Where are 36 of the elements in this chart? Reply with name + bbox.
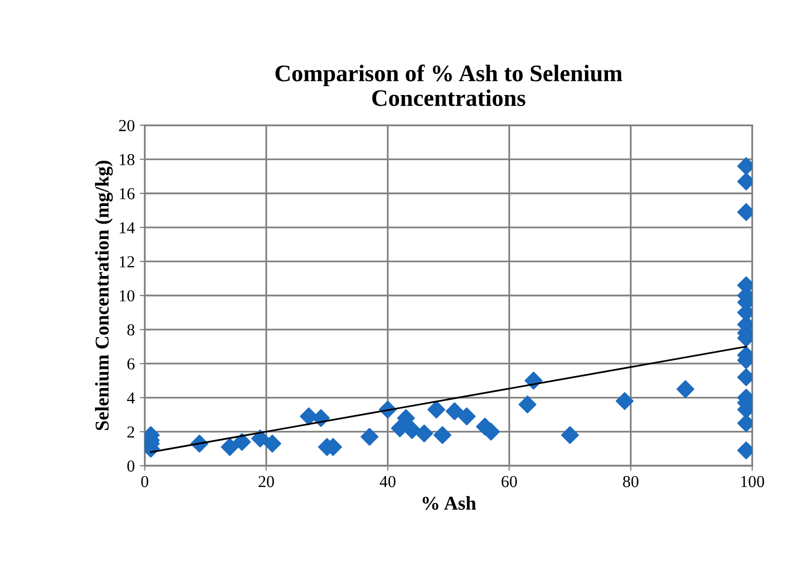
point [427, 400, 446, 418]
point [458, 407, 476, 426]
y-tick-label: 18 [120, 154, 134, 166]
point [263, 434, 282, 453]
y-tick-label: 6 [127, 358, 135, 370]
point [233, 432, 251, 451]
y-axis-title: Selenium Concentration (mg/kg) [95, 160, 113, 430]
point [403, 421, 421, 439]
x-tick-label: 60 [502, 476, 517, 488]
point [220, 438, 239, 456]
point [251, 430, 270, 448]
x-tick-label: 0 [141, 476, 148, 488]
point [434, 426, 452, 444]
y-tick-label: 4 [127, 392, 135, 404]
point [360, 428, 378, 446]
y-tick-label: 0 [127, 460, 134, 472]
point [415, 424, 434, 442]
y-tick-label: 8 [127, 324, 134, 336]
point [616, 392, 634, 410]
y-tick-label: 10 [120, 290, 134, 302]
x-axis-title: % Ash [422, 496, 476, 510]
y-tick-label: 2 [127, 426, 134, 438]
x-tick-label: 100 [741, 476, 764, 488]
chart-title: Comparison of % Ash to Selenium Concentrations [276, 64, 622, 106]
point [518, 396, 536, 414]
y-tick-label: 16 [120, 188, 135, 200]
y-tick-label: 20 [119, 120, 134, 132]
x-tick-label: 80 [623, 476, 638, 488]
point [446, 402, 464, 420]
point [561, 426, 579, 444]
x-tick-label: 40 [380, 476, 396, 488]
y-tick-label: 12 [120, 256, 134, 268]
x-tick-label: 20 [258, 476, 274, 488]
y-tick-label: 14 [120, 222, 135, 234]
point [676, 380, 694, 398]
point [397, 409, 415, 427]
